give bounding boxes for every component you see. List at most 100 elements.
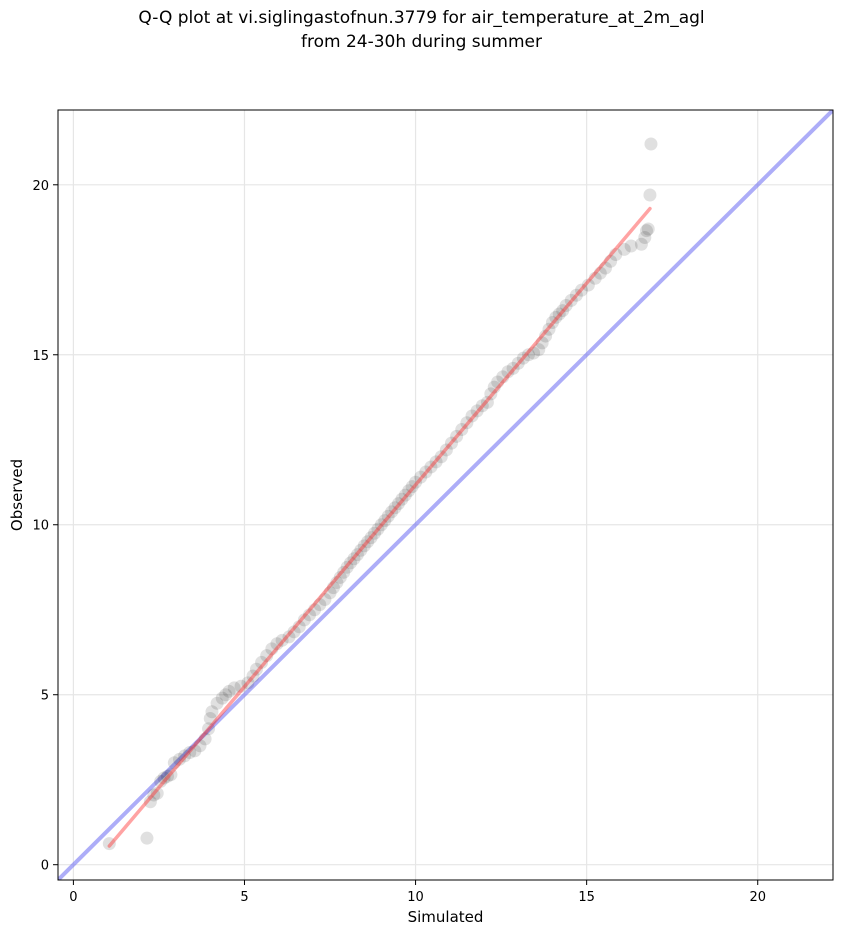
quantile-point: [506, 361, 520, 375]
chart-title-line-1: Q-Q plot at vi.siglingastofnun.3779 for …: [138, 8, 705, 28]
y-tick-label: 10: [32, 519, 49, 534]
quantile-point: [265, 642, 279, 656]
quantile-point: [405, 480, 419, 494]
quantile-point: [354, 543, 368, 557]
quantile-point: [409, 475, 423, 489]
quantile-point: [330, 576, 344, 590]
quantile-point: [368, 526, 382, 540]
quantile-point: [357, 539, 371, 553]
quantile-point: [491, 375, 505, 389]
quantile-point: [318, 593, 332, 607]
quantile-point: [444, 436, 458, 450]
quantile-point: [439, 443, 453, 457]
quantile-point: [202, 722, 216, 736]
quantile-point: [395, 492, 409, 506]
quantile-point: [402, 484, 416, 498]
quantile-point: [323, 586, 337, 600]
x-tick-group: 0 5 10 15 20: [69, 880, 766, 905]
y-tick-label: 5: [41, 689, 49, 704]
quantile-point: [178, 749, 192, 763]
quantile-point: [644, 137, 658, 151]
quantile-point: [484, 387, 498, 401]
quantile-point: [203, 712, 217, 726]
quantile-point: [234, 679, 248, 693]
quantile-point: [470, 404, 484, 418]
quantile-point: [147, 788, 161, 802]
quantile-point: [246, 669, 260, 683]
quantile-point: [292, 620, 306, 634]
quantile-point: [215, 691, 229, 705]
quantile-point: [378, 514, 392, 528]
quantile-point: [222, 684, 236, 698]
quantile-point: [527, 346, 541, 360]
quantile-point: [598, 261, 612, 275]
quantile-point: [588, 271, 602, 285]
quantile-point: [313, 598, 327, 612]
quantile-point: [521, 348, 535, 362]
quantile-point: [287, 625, 301, 639]
reference-line: [58, 110, 833, 880]
quantile-point: [102, 837, 116, 851]
quantile-point: [154, 774, 168, 788]
quantile-point: [455, 423, 469, 437]
y-tick-label: 20: [32, 179, 49, 194]
quantile-point: [361, 535, 375, 549]
quantile-point: [219, 688, 233, 702]
quantile-point: [172, 752, 186, 766]
quantile-point: [460, 416, 474, 430]
quantile-point: [542, 322, 556, 336]
quantile-point: [581, 278, 595, 292]
y-tick-group: 0 5 10 15 20: [32, 179, 58, 874]
quantile-point: [193, 739, 207, 753]
reference-line-group: [58, 110, 833, 880]
quantile-points-group: [102, 137, 658, 851]
quantile-point: [398, 488, 412, 502]
quantile-point: [260, 649, 274, 663]
quantile-point: [340, 560, 354, 574]
y-axis-label: Observed: [8, 459, 26, 531]
quantile-point: [429, 455, 443, 469]
y-tick-label: 0: [41, 859, 49, 874]
quantile-point: [150, 786, 164, 800]
quantile-point: [391, 497, 405, 511]
quantile-point: [270, 637, 284, 651]
fit-line: [107, 206, 652, 848]
fit-line-group: [107, 206, 652, 848]
quantile-point: [282, 630, 296, 644]
quantile-point: [539, 329, 553, 343]
quantile-point: [450, 429, 464, 443]
quantile-point: [532, 343, 546, 357]
quantile-point: [624, 239, 638, 253]
quantile-point: [275, 633, 289, 647]
quantile-point: [255, 655, 269, 669]
quantile-point: [333, 570, 347, 584]
quantile-point: [198, 732, 212, 746]
quantile-point: [381, 509, 395, 523]
quantile-point: [617, 242, 631, 256]
quantile-point: [205, 705, 219, 719]
quantile-point: [241, 676, 255, 690]
quantile-point: [302, 608, 316, 622]
quantile-point: [388, 501, 402, 515]
quantile-point: [143, 795, 157, 809]
quantile-point: [559, 298, 573, 312]
x-tick-label: 10: [407, 890, 424, 905]
quantile-point: [549, 310, 563, 324]
quantile-point: [424, 460, 438, 474]
quantile-point: [227, 681, 241, 695]
quantile-point: [344, 556, 358, 570]
quantile-point: [297, 613, 311, 627]
quantile-point: [385, 505, 399, 519]
quantile-point: [164, 768, 178, 782]
quantile-point: [569, 288, 583, 302]
quantile-point: [434, 450, 448, 464]
quantile-point: [475, 399, 489, 413]
grid-lines: [58, 110, 833, 880]
quantile-point: [183, 746, 197, 760]
quantile-point: [556, 304, 570, 318]
quantile-point: [157, 771, 171, 785]
quantile-point: [516, 351, 530, 365]
quantile-point: [643, 188, 657, 202]
